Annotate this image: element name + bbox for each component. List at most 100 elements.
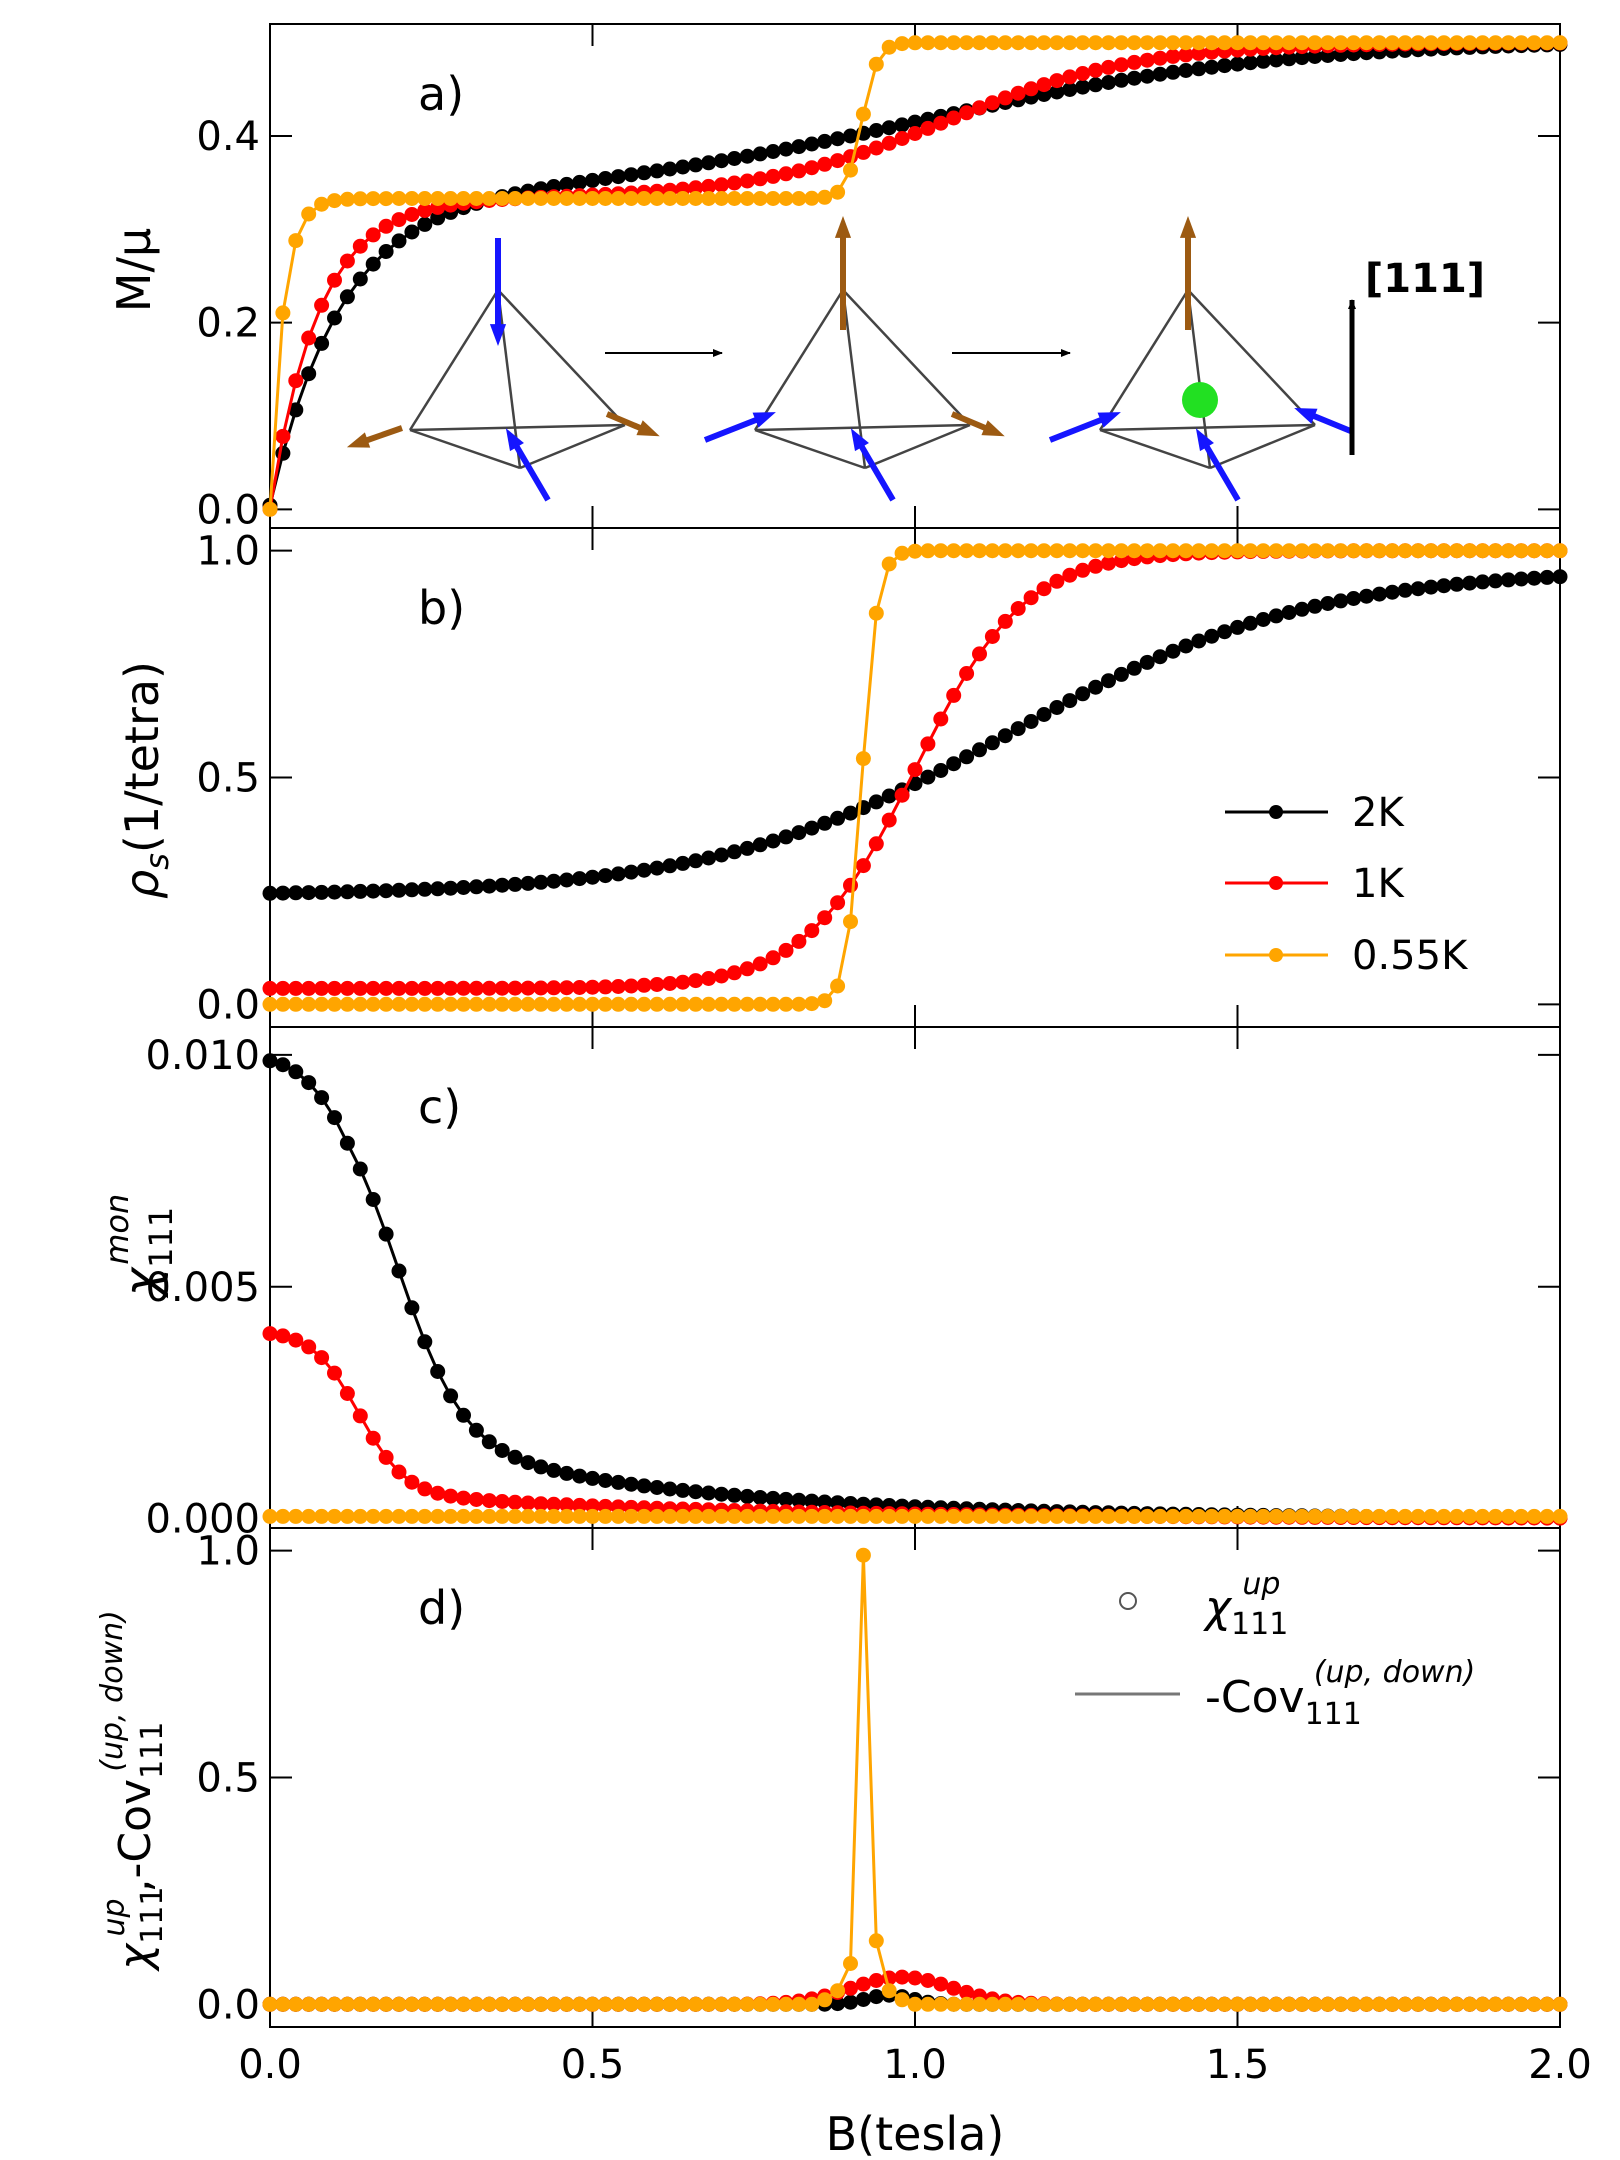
data-point	[984, 735, 1000, 751]
data-point	[546, 873, 562, 889]
data-point	[662, 161, 678, 177]
data-point	[352, 1408, 368, 1424]
ylabel-d: χ111up,-Cov111(up, down)	[95, 1610, 170, 1972]
data-point	[752, 1508, 768, 1524]
data-point	[946, 1996, 962, 2012]
data-point	[1371, 543, 1387, 559]
data-point	[262, 980, 278, 996]
data-point	[881, 39, 897, 55]
data-point	[365, 227, 381, 243]
data-point	[378, 996, 394, 1012]
data-point	[843, 162, 858, 178]
data-point	[649, 1480, 665, 1495]
data-point	[739, 996, 755, 1012]
data-point	[752, 1490, 768, 1505]
data-point	[275, 1328, 291, 1344]
data-point	[1436, 1508, 1452, 1524]
data-point	[1359, 1508, 1374, 1524]
data-point	[1023, 1508, 1039, 1524]
data-point	[1423, 579, 1439, 595]
data-point	[275, 1996, 291, 2012]
data-point	[1320, 1996, 1336, 2012]
data-point	[378, 1508, 394, 1524]
data-point	[894, 787, 910, 803]
data-point	[623, 864, 639, 880]
data-point	[585, 1508, 600, 1524]
spin-arrowhead	[1179, 216, 1197, 238]
data-point	[804, 1996, 820, 2012]
data-point	[752, 956, 768, 972]
data-point	[1139, 52, 1155, 68]
data-point	[1333, 543, 1349, 559]
data-point	[855, 144, 871, 160]
data-point	[1397, 1508, 1413, 1524]
ytick-label-a: 0.2	[196, 301, 260, 347]
data-point	[572, 996, 588, 1012]
data-point	[339, 1135, 355, 1151]
data-point	[662, 976, 678, 991]
data-point	[662, 996, 678, 1012]
data-point	[1307, 1996, 1323, 2012]
data-point	[1152, 35, 1168, 51]
data-point	[1242, 1508, 1258, 1524]
data-point	[1178, 1996, 1194, 2012]
data-point	[352, 996, 368, 1012]
data-point	[817, 1508, 833, 1524]
data-point	[430, 1508, 446, 1524]
data-point	[597, 191, 613, 206]
data-point	[984, 95, 1000, 111]
xtick-label: 2.0	[1528, 2042, 1592, 2088]
data-point	[1384, 584, 1400, 600]
data-point	[636, 862, 652, 878]
data-point	[1513, 543, 1529, 559]
data-point	[1371, 1508, 1387, 1524]
data-point	[855, 1547, 871, 1563]
data-point	[1010, 601, 1026, 616]
data-point	[1152, 1996, 1168, 2012]
data-point	[1217, 543, 1233, 559]
data-point	[443, 191, 459, 206]
data-point	[1023, 81, 1039, 97]
data-point	[1307, 35, 1323, 51]
data-point	[1320, 543, 1336, 559]
data-point	[714, 996, 729, 1012]
data-point	[1449, 543, 1465, 559]
data-point	[391, 996, 407, 1012]
data-point	[1088, 679, 1104, 695]
data-point	[1449, 1996, 1465, 2012]
data-point	[1010, 721, 1026, 737]
data-point	[275, 980, 291, 996]
data-point	[559, 872, 575, 888]
data-point	[778, 1491, 794, 1507]
data-point	[894, 545, 910, 561]
tetrahedron	[1048, 216, 1355, 502]
data-point	[972, 100, 987, 116]
data-point	[314, 980, 330, 996]
data-point	[262, 1326, 278, 1342]
data-point	[365, 256, 381, 272]
data-point	[1281, 605, 1297, 620]
data-point	[649, 1508, 665, 1524]
spin-arrowhead	[981, 420, 1005, 437]
data-point	[572, 191, 588, 206]
data-point	[933, 1996, 949, 2012]
data-point	[559, 1996, 575, 2012]
data-point	[288, 373, 304, 389]
data-point	[456, 1407, 471, 1423]
tetrahedra-inset	[346, 216, 1355, 502]
data-point	[1410, 581, 1426, 597]
data-point	[481, 878, 497, 894]
data-point	[688, 191, 704, 206]
data-point	[984, 543, 1000, 559]
data-point	[843, 877, 858, 893]
data-point	[868, 1933, 884, 1949]
data-point	[430, 1996, 446, 2012]
data-point	[1552, 1508, 1568, 1524]
data-point	[1217, 624, 1233, 640]
data-point	[443, 996, 459, 1012]
data-point	[1397, 582, 1413, 598]
data-point	[843, 914, 858, 930]
data-point	[868, 1989, 884, 2005]
data-point	[739, 1996, 755, 2012]
legend-temperatures: 2K 1K 0.55K	[1225, 790, 1469, 979]
